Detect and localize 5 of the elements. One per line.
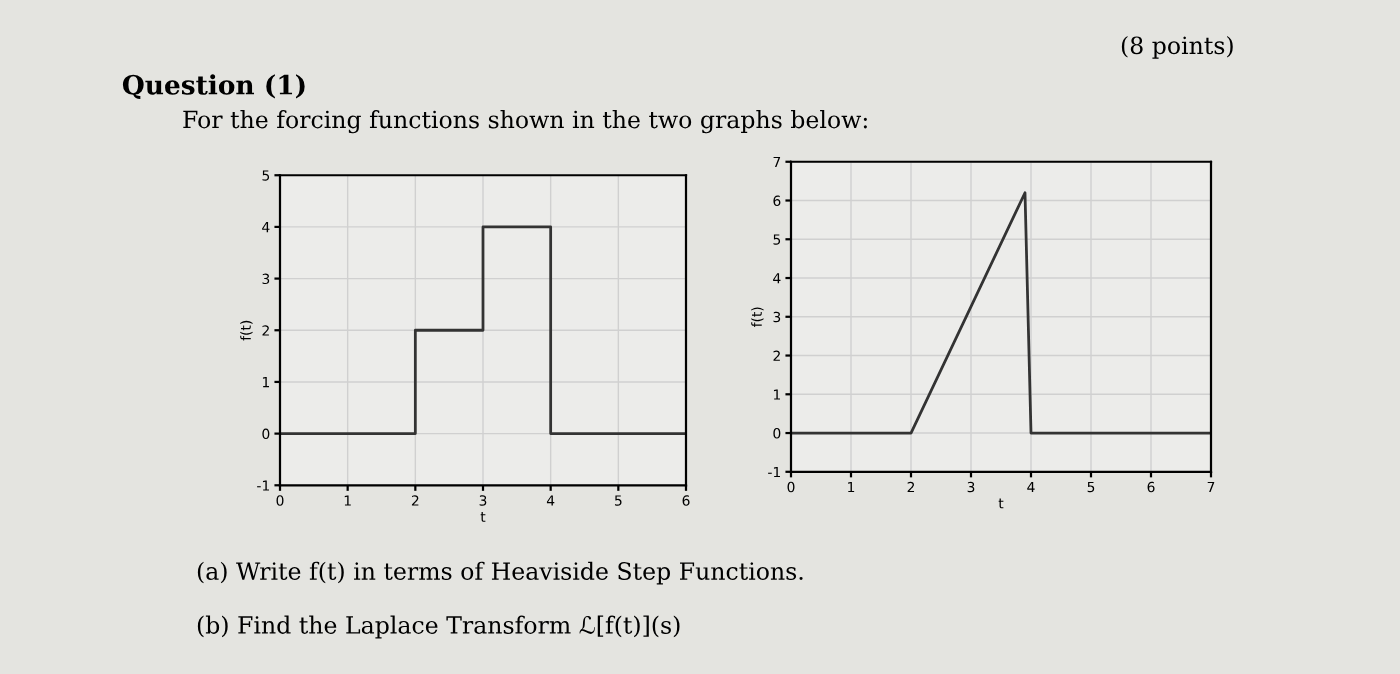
chart-subtitle: For the forcing functions shown in the two graphs below: xyxy=(183,110,867,134)
text: (b) Find the Laplace Transform ℒ[f(t)](s) xyxy=(197,615,680,639)
text: (8 points) xyxy=(1121,35,1233,59)
text: (a) Write f(t) in terms of Heaviside Step Functions. xyxy=(197,561,803,585)
chart-title: Question (1) xyxy=(122,74,305,100)
